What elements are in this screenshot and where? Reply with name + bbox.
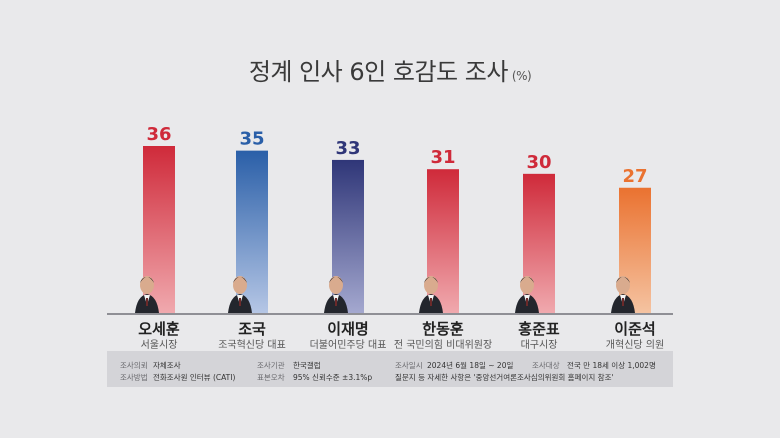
person-name-2: 조국 [238, 320, 266, 338]
target-label: 조사대상 [532, 361, 560, 370]
value-label-6: 27 [622, 166, 647, 187]
title-text: 정계 인사 6인 호감도 조사 [248, 58, 509, 86]
person-avatar-4 [419, 276, 443, 313]
reference-note: 질문지 등 자세한 사항은 '중앙선거여론조사심의위원회 홈페이지 참조' [395, 373, 614, 382]
person-name-6: 이준석 [614, 320, 656, 338]
person-name-4: 한동훈 [422, 320, 464, 338]
person-role-6: 개혁신당 의원 [605, 340, 665, 351]
date-label: 조사일시 [395, 361, 423, 370]
person-role-4: 전 국민의힘 비대위원장 [393, 340, 493, 351]
person-avatar-5 [515, 276, 539, 313]
person-avatar-1 [135, 276, 159, 313]
value-label-1: 36 [146, 124, 171, 145]
method-label: 조사방법 [120, 373, 148, 382]
client-label: 조사의뢰 [120, 361, 148, 370]
person-avatar-3 [324, 276, 348, 313]
person-name-5: 홍준표 [518, 320, 560, 338]
target-value: 전국 만 18세 이상 1,002명 [567, 361, 656, 370]
survey-info-box: 조사의뢰 자체조사 조사기관 한국갤럽 조사일시 2024년 6월 18일 ~ … [107, 351, 673, 387]
person-avatar-6 [611, 276, 635, 313]
error-value: 95% 신뢰수준 ±3.1%p [293, 373, 373, 382]
person-name-1: 오세훈 [138, 320, 180, 338]
baseline [107, 313, 673, 315]
value-label-3: 33 [335, 138, 360, 159]
person-role-3: 더불어민주당 대표 [309, 340, 387, 351]
person-name-3: 이재명 [327, 320, 369, 338]
date-value: 2024년 6월 18일 ~ 20일 [427, 361, 514, 370]
chart-title: 정계 인사 6인 호감도 조사 (%) [0, 52, 780, 87]
value-label-4: 31 [430, 147, 455, 168]
person-avatar-2 [228, 276, 252, 313]
unit-label: (%) [511, 69, 532, 83]
person-role-2: 조국혁신당 대표 [218, 340, 286, 351]
method-value: 전화조사원 인터뷰 (CATI) [153, 373, 236, 382]
person-role-1: 서울시장 [140, 340, 178, 351]
value-label-2: 35 [239, 129, 264, 150]
value-label-5: 30 [526, 152, 551, 173]
person-role-5: 대구시장 [520, 340, 558, 351]
client-value: 자체조사 [153, 361, 181, 370]
error-label: 표본오차 [257, 373, 285, 382]
agency-label: 조사기관 [257, 361, 285, 370]
agency-value: 한국갤럽 [293, 361, 321, 370]
